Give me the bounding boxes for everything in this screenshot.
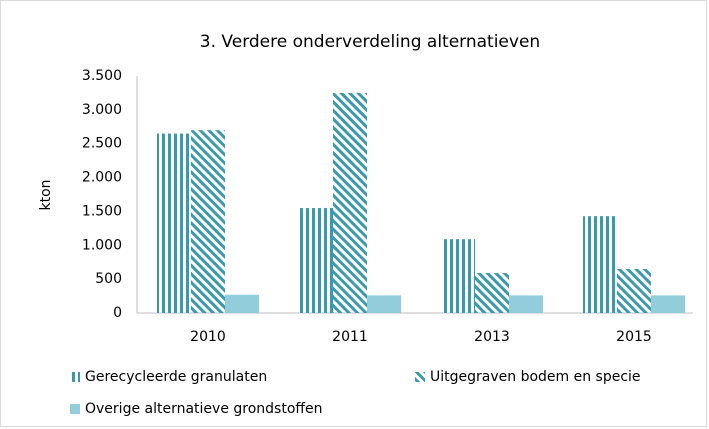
bar — [651, 295, 685, 313]
y-tick-label: 500 — [95, 271, 122, 287]
y-tick-label: 2.000 — [82, 170, 122, 186]
x-tick-label: 2015 — [616, 329, 652, 345]
x-tick-label: 2013 — [474, 329, 510, 345]
bar — [617, 268, 651, 313]
legend-label: Uitgegraven bodem en specie — [430, 369, 641, 385]
legend-swatch — [70, 372, 80, 382]
y-tick-label: 0 — [113, 305, 122, 321]
y-tick-label: 3.500 — [82, 68, 122, 84]
bar — [509, 295, 543, 313]
bar — [367, 295, 401, 313]
legend-swatch — [70, 404, 80, 414]
legend-label: Gerecycleerde granulaten — [85, 369, 267, 385]
legend-swatch — [415, 372, 425, 382]
chart-title: 3. Verdere onderverdeling alternatieven — [200, 32, 540, 52]
bar — [475, 273, 509, 313]
y-axis-label: kton — [38, 179, 54, 210]
bar — [225, 294, 259, 313]
x-tick-label: 2010 — [190, 329, 226, 345]
y-tick-label: 1.500 — [82, 203, 122, 219]
legend-label: Overige alternatieve grondstoffen — [85, 401, 323, 417]
bar — [191, 130, 225, 313]
y-tick-label: 2.500 — [82, 136, 122, 152]
y-tick-label: 3.000 — [82, 102, 122, 118]
bar — [157, 133, 191, 313]
y-tick-label: 1.000 — [82, 237, 122, 253]
x-tick-label: 2011 — [332, 329, 368, 345]
bar — [333, 92, 367, 313]
bar — [441, 239, 475, 313]
bar — [583, 216, 617, 313]
bar — [299, 208, 333, 313]
